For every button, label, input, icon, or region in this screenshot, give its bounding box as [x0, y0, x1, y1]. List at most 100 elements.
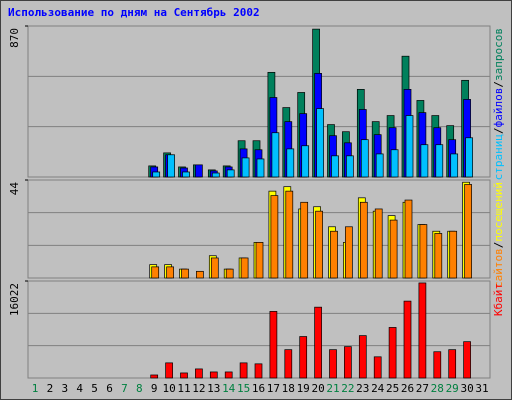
x-tick-label: 30: [460, 382, 473, 395]
x-tick-label: 21: [326, 382, 339, 395]
x-tick-label: 10: [162, 382, 175, 395]
bar: [284, 349, 293, 379]
bar: [390, 149, 399, 178]
bar: [150, 374, 159, 379]
bar: [285, 190, 294, 279]
bar: [375, 153, 384, 178]
x-tick-label: 14: [222, 382, 236, 395]
bar: [463, 341, 471, 379]
legend: сайтов/посещений: [492, 182, 505, 288]
x-tick-label: 19: [297, 382, 310, 395]
panel: [27, 280, 491, 379]
x-tick-label: 18: [282, 382, 295, 395]
x-tick-label: 26: [401, 382, 414, 395]
x-tick-label: 12: [192, 382, 205, 395]
bar: [195, 164, 203, 178]
bar: [435, 144, 444, 178]
bar: [403, 300, 412, 379]
bar: [346, 155, 354, 178]
bar: [316, 108, 324, 178]
bar: [299, 336, 308, 379]
x-tick-label: 29: [446, 382, 459, 395]
legend-entry: посещений: [492, 182, 505, 242]
x-tick-label: 16: [252, 382, 265, 395]
bar: [286, 148, 295, 178]
legend-entry: Кбайт: [492, 283, 505, 316]
legend-entry: страниц: [492, 134, 505, 180]
x-tick-label: 20: [311, 382, 324, 395]
x-tick-label: 11: [177, 382, 190, 395]
bar: [331, 155, 339, 178]
legend: Кбайт: [492, 283, 505, 316]
x-tick-label: 7: [121, 382, 128, 395]
bar: [419, 224, 428, 279]
bar: [255, 242, 264, 279]
bar: [434, 233, 443, 279]
bar: [209, 371, 218, 379]
bar: [360, 139, 369, 178]
bar: [358, 335, 367, 379]
x-tick-label: 6: [106, 382, 113, 395]
bar: [254, 363, 263, 379]
chart-title: Использование по дням на Сентябрь 2002: [8, 6, 260, 19]
bar: [405, 115, 414, 178]
bar: [224, 371, 233, 379]
bar: [196, 270, 204, 279]
bar: [404, 199, 413, 279]
bar: [166, 266, 174, 279]
bar: [449, 230, 458, 279]
x-tick-label: 1: [32, 382, 39, 395]
bar: [270, 195, 279, 279]
legend-entry: запросов: [492, 28, 505, 81]
bar: [240, 257, 249, 279]
bar: [373, 356, 382, 379]
bar: [330, 230, 338, 279]
bar: [301, 145, 310, 178]
bar: [256, 158, 265, 178]
x-tick-label: 23: [356, 382, 369, 395]
x-tick-label: 17: [267, 382, 280, 395]
bar: [300, 201, 309, 279]
bar: [241, 157, 250, 178]
x-tick-label: 8: [136, 382, 143, 395]
legend-separator: /: [492, 127, 505, 134]
bar: [167, 154, 175, 178]
x-tick-label: 27: [416, 382, 429, 395]
bar: [225, 268, 234, 279]
bar: [180, 372, 188, 379]
x-tick-label: 9: [151, 382, 158, 395]
bar: [344, 346, 352, 379]
bar: [271, 132, 280, 178]
bar: [152, 171, 161, 178]
bar: [450, 153, 459, 178]
bar: [389, 219, 398, 279]
bar: [181, 268, 189, 279]
bar: [226, 169, 235, 178]
bar: [314, 306, 322, 379]
x-tick-label: 25: [386, 382, 399, 395]
x-tick-label: 28: [431, 382, 444, 395]
bar: [165, 362, 173, 379]
bar: [448, 349, 457, 379]
legend-separator: /: [492, 242, 505, 249]
bar: [151, 266, 160, 279]
bar: [345, 226, 353, 279]
bar: [239, 362, 248, 379]
bar: [182, 171, 190, 178]
bar: [211, 172, 220, 178]
bar: [418, 282, 427, 379]
x-tick-label: 3: [61, 382, 68, 395]
bar: [464, 184, 472, 279]
x-tick-label: 15: [237, 382, 250, 395]
x-tick-label: 24: [371, 382, 385, 395]
bar: [269, 311, 278, 379]
legend-entry: файлов: [492, 88, 505, 128]
y-tick-label: 16022: [8, 283, 21, 316]
bar: [329, 349, 337, 379]
x-tick-label: 13: [207, 382, 220, 395]
legend-separator: /: [492, 81, 505, 88]
bar: [374, 208, 383, 279]
bar: [433, 351, 442, 379]
bar: [195, 368, 203, 379]
